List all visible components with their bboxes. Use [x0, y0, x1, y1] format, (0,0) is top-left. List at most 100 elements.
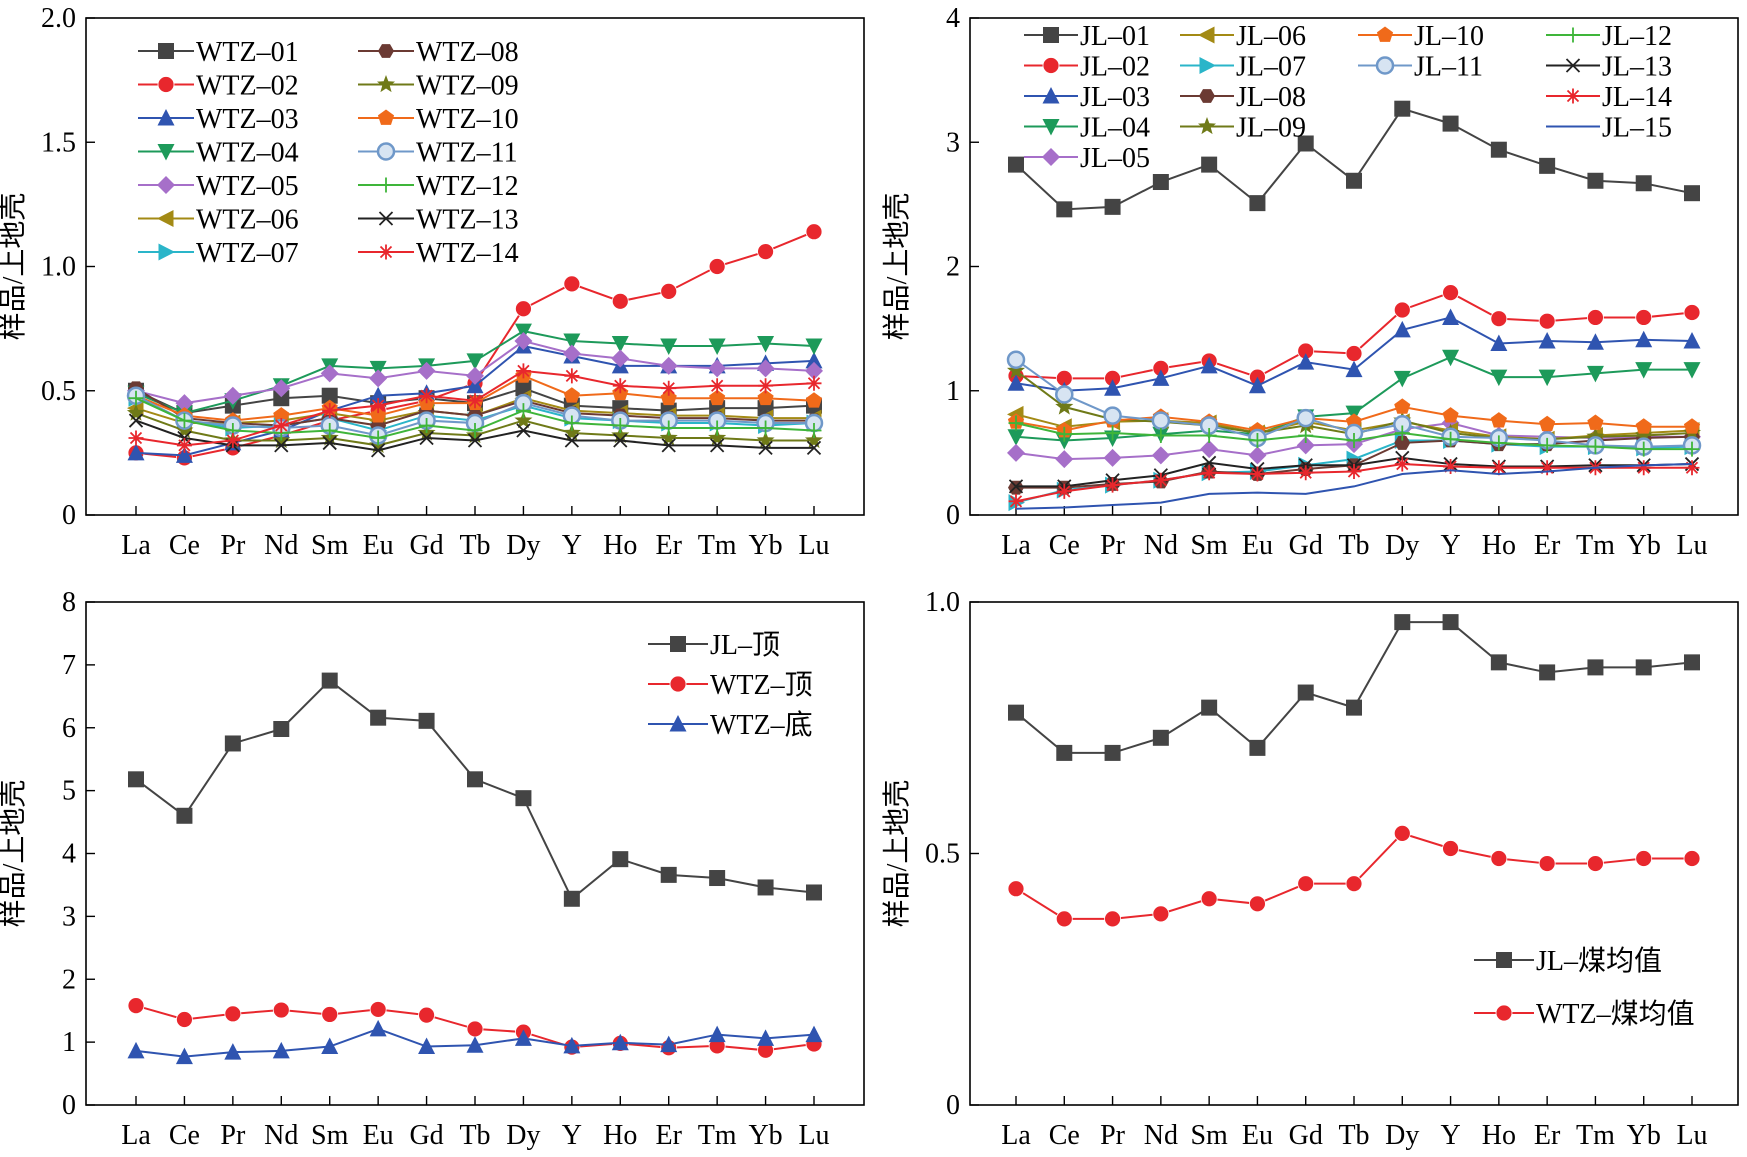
x-tick-label: Nd	[1144, 1120, 1178, 1151]
data-point	[1151, 411, 1171, 430]
legend-marker	[1496, 952, 1512, 968]
x-tick-label: Yb	[1627, 530, 1661, 561]
data-point	[1635, 175, 1652, 192]
data-point	[369, 1019, 387, 1037]
data-point	[370, 430, 386, 446]
data-point	[370, 709, 387, 726]
data-point	[805, 361, 823, 380]
legend-marker	[378, 44, 394, 58]
legend-item: JL–04	[1024, 113, 1150, 144]
data-point	[225, 432, 241, 448]
data-point	[419, 418, 435, 434]
data-point	[1538, 855, 1556, 872]
data-point	[1491, 435, 1507, 451]
data-point	[660, 338, 678, 356]
data-point	[466, 353, 484, 370]
data-point	[1490, 310, 1508, 328]
legend-label: JL–11	[1414, 52, 1483, 83]
legend-marker	[670, 636, 686, 652]
data-point	[1490, 850, 1508, 867]
x-tick-label: Ce	[169, 1120, 200, 1151]
data-point	[369, 360, 387, 378]
legend-item: WTZ–03	[138, 104, 299, 135]
data-point	[1008, 156, 1024, 173]
x-tick-label: Er	[655, 1120, 682, 1151]
data-point	[127, 443, 145, 461]
data-point	[613, 433, 628, 448]
data-point	[515, 790, 532, 807]
x-tick-label: Dy	[1385, 530, 1419, 561]
data-point	[128, 771, 144, 788]
data-point	[1249, 432, 1265, 448]
data-point	[708, 359, 727, 378]
legend-item: WTZ–02	[138, 71, 299, 102]
legend-item: JL–14	[1546, 82, 1672, 113]
data-point	[1055, 450, 1074, 469]
data-point	[1587, 855, 1604, 872]
series-0	[128, 672, 822, 907]
data-point	[1393, 301, 1411, 319]
legend-marker	[1495, 1004, 1513, 1022]
legend-item: WTZ–底	[648, 709, 813, 741]
data-point	[709, 870, 726, 887]
legend-label: JL–02	[1080, 52, 1150, 83]
y-tick-label: 8	[62, 587, 76, 618]
legend-label: JL–05	[1080, 143, 1150, 174]
data-point	[1201, 465, 1217, 481]
legend-label: WTZ–04	[196, 138, 299, 169]
data-point	[1683, 850, 1701, 867]
data-point	[1442, 115, 1459, 132]
legend-marker	[669, 675, 687, 693]
x-tick-label: Pr	[220, 1120, 246, 1151]
data-point	[1152, 174, 1169, 191]
data-point	[709, 378, 725, 394]
data-point	[611, 1033, 629, 1051]
data-point	[1490, 654, 1507, 671]
data-point	[563, 387, 580, 403]
data-point	[1538, 369, 1556, 387]
data-point	[612, 851, 629, 868]
legend-label: JL–煤均值	[1536, 945, 1662, 977]
series-11	[128, 390, 822, 446]
legend-item: JL–13	[1546, 52, 1672, 83]
data-point	[1104, 744, 1121, 761]
legend-label: WTZ–08	[416, 37, 519, 68]
legend-marker	[1198, 26, 1215, 44]
data-point	[1008, 479, 1024, 494]
legend-marker	[1565, 58, 1581, 73]
legend-label: WTZ–14	[416, 238, 519, 269]
y-tick-label: 2.0	[41, 3, 76, 34]
legend-item: WTZ–08	[358, 37, 519, 68]
data-point	[1105, 425, 1121, 441]
legend-label: WTZ–01	[196, 37, 299, 68]
x-tick-label: Tm	[698, 530, 737, 561]
x-tick-label: Er	[1534, 530, 1561, 561]
data-point	[1055, 385, 1074, 404]
data-point	[1539, 415, 1556, 432]
x-tick-label: Eu	[363, 1120, 394, 1151]
legend-marker	[157, 176, 175, 194]
data-point	[611, 349, 630, 368]
data-point	[1490, 334, 1508, 352]
data-point	[515, 363, 531, 379]
legend-label: JL–10	[1414, 21, 1484, 52]
x-tick-label: Y	[562, 530, 582, 561]
data-point	[1297, 353, 1315, 370]
series-0	[1008, 614, 1700, 761]
x-tick-label: Sm	[1190, 1120, 1228, 1151]
y-tick-label: 0	[62, 1090, 76, 1121]
y-tick-label: 1	[62, 1027, 76, 1058]
data-point	[515, 300, 532, 318]
x-tick-label: La	[121, 530, 151, 561]
legend-marker	[1197, 117, 1217, 135]
panel-top-left: 0 0.5 1.0 1.5 2.0 La Ce Pr Nd Sm Eu Gd Tb Dy Y Ho Er Tm Yb…	[0, 3, 865, 561]
legend-label: JL–03	[1080, 82, 1150, 113]
data-point	[224, 1043, 242, 1060]
legend-marker	[669, 715, 687, 732]
data-point	[1297, 684, 1314, 701]
data-point	[127, 997, 145, 1015]
data-point	[467, 771, 483, 788]
data-point	[611, 425, 630, 444]
data-point	[127, 1041, 145, 1059]
legend-item: JL–01	[1024, 21, 1150, 52]
